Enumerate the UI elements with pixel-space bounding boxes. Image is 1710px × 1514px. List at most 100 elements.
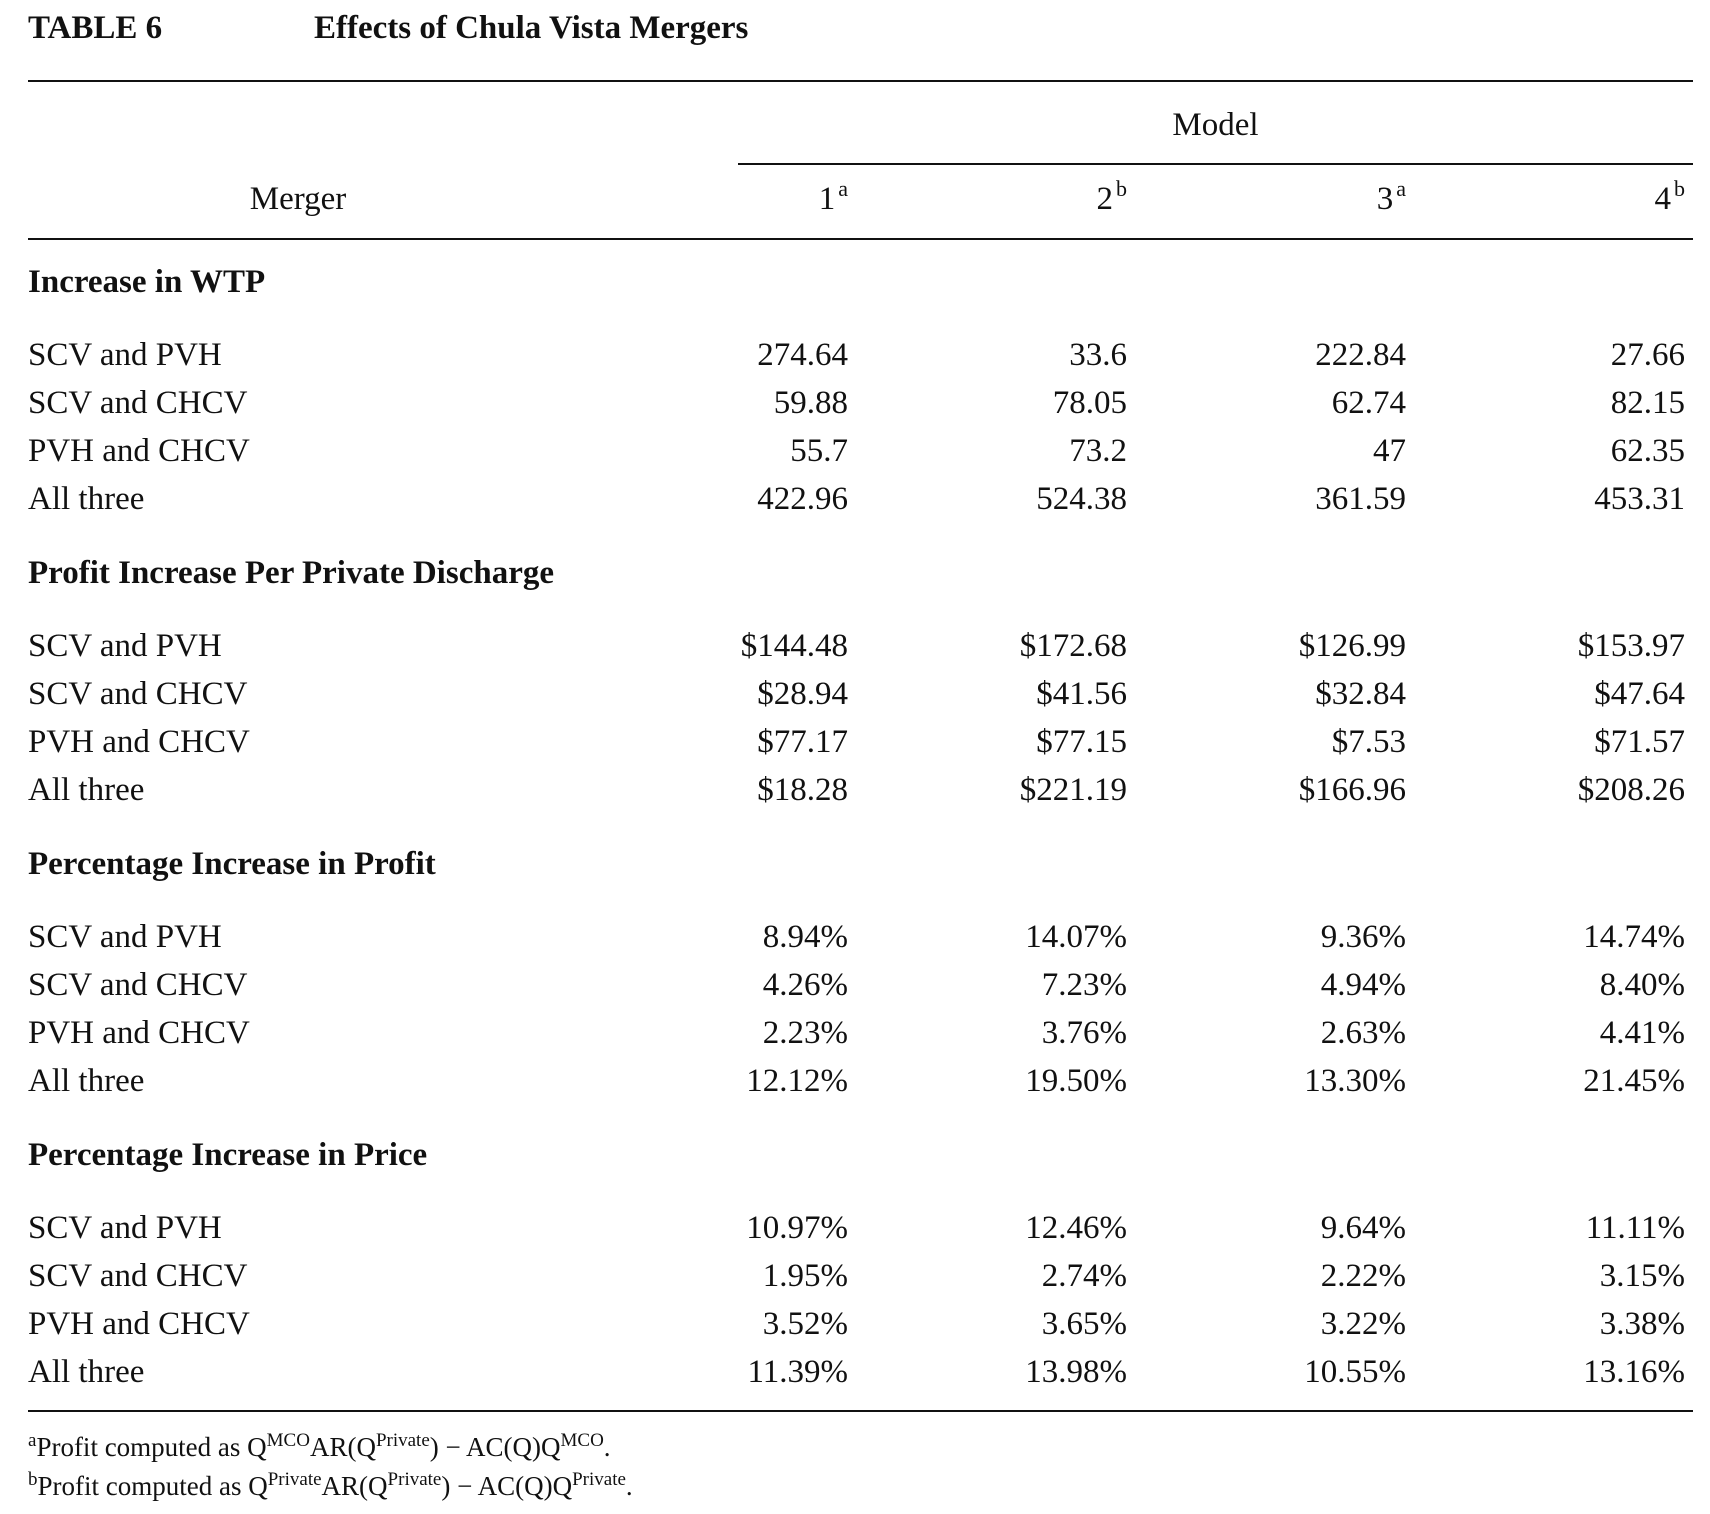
row-label: PVH and CHCV (28, 1306, 250, 1342)
table-cell: 222.84 (1315, 337, 1406, 373)
footnote-mark: b (1674, 176, 1685, 201)
table-label: TABLE 6 (28, 10, 163, 46)
row-label: PVH and CHCV (28, 724, 250, 760)
table-cell: 33.6 (1069, 337, 1127, 373)
footnote-mark: a (838, 176, 848, 201)
table-cell: 13.98% (1025, 1354, 1127, 1390)
table-cell: 14.74% (1583, 919, 1685, 955)
table-cell: 12.12% (746, 1063, 848, 1099)
table-caption: TABLE 6 Effects of Chula Vista Mergers (28, 10, 748, 47)
table-cell: $18.28 (757, 772, 848, 808)
table-footnote: aProfit computed as QMCOAR(QPrivate) − A… (28, 1430, 611, 1463)
footnote-superscript: MCO (266, 1430, 310, 1451)
table-cell: 62.74 (1331, 385, 1406, 421)
table-cell: 453.31 (1594, 481, 1685, 517)
table-cell: $126.99 (1298, 628, 1406, 664)
footnote-text: AR(Q (321, 1471, 388, 1501)
footnote-text: Profit computed as Q (36, 1432, 267, 1462)
table-cell: 2.63% (1320, 1015, 1406, 1051)
footnote-text: . (603, 1432, 611, 1462)
table-cell: 4.26% (762, 967, 848, 1003)
table-cell: 8.40% (1599, 967, 1685, 1003)
top-rule (28, 80, 1693, 82)
table-cell: $7.53 (1331, 724, 1406, 760)
table-cell: 27.66 (1610, 337, 1685, 373)
footnote-mark: b (28, 1469, 38, 1490)
footnote-text: . (625, 1471, 633, 1501)
row-label: SCV and PVH (28, 628, 222, 664)
table-cell: 2.74% (1041, 1258, 1127, 1294)
table-cell: 62.35 (1610, 433, 1685, 469)
table-cell: $144.48 (740, 628, 848, 664)
table-cell: 3.76% (1041, 1015, 1127, 1051)
table-cell: 11.11% (1585, 1210, 1685, 1246)
table-cell: 274.64 (757, 337, 848, 373)
table-cell: $153.97 (1577, 628, 1685, 664)
table-title: Effects of Chula Vista Mergers (314, 10, 749, 46)
model-rule (738, 163, 1693, 165)
table-cell: 10.55% (1304, 1354, 1406, 1390)
footnote-mark: b (1116, 176, 1127, 201)
table-cell: 3.38% (1599, 1306, 1685, 1342)
table-cell: 55.7 (790, 433, 848, 469)
table-cell: $172.68 (1019, 628, 1127, 664)
section-title: Increase in WTP (28, 264, 266, 300)
row-label: SCV and PVH (28, 337, 222, 373)
footnote-superscript: Private (375, 1430, 430, 1451)
table-cell: $77.17 (757, 724, 848, 760)
row-label: SCV and CHCV (28, 676, 248, 712)
row-label: All three (28, 481, 145, 517)
table-cell: 47 (1373, 433, 1406, 469)
footnote-text: ) − AC(Q)Q (429, 1432, 561, 1462)
table-cell: $166.96 (1298, 772, 1406, 808)
table-cell: 9.36% (1320, 919, 1406, 955)
table-cell: $77.15 (1036, 724, 1127, 760)
table-cell: 3.15% (1599, 1258, 1685, 1294)
column-label: 1 (818, 181, 836, 217)
table-cell: $221.19 (1019, 772, 1127, 808)
footnote-text: AR(Q (309, 1432, 376, 1462)
row-label: SCV and PVH (28, 919, 222, 955)
row-label: All three (28, 1063, 145, 1099)
table-cell: 8.94% (762, 919, 848, 955)
section-title: Percentage Increase in Price (28, 1137, 428, 1173)
table-cell: 4.94% (1320, 967, 1406, 1003)
column-label: 2 (1096, 181, 1114, 217)
table-cell: 19.50% (1025, 1063, 1127, 1099)
table-cell: 73.2 (1069, 433, 1127, 469)
table-cell: 59.88 (773, 385, 848, 421)
table-cell: $47.64 (1594, 676, 1685, 712)
table-cell: 422.96 (757, 481, 848, 517)
table-cell: $208.26 (1577, 772, 1685, 808)
table-cell: 13.16% (1583, 1354, 1685, 1390)
table-cell: 2.22% (1320, 1258, 1406, 1294)
table-cell: 361.59 (1315, 481, 1406, 517)
merger-column-header: Merger (249, 181, 347, 217)
table-cell: 12.46% (1025, 1210, 1127, 1246)
table-cell: 11.39% (747, 1354, 848, 1390)
bottom-rule (28, 1410, 1693, 1412)
table-cell: 524.38 (1036, 481, 1127, 517)
row-label: SCV and CHCV (28, 385, 248, 421)
footnote-superscript: Private (267, 1469, 322, 1490)
section-title: Percentage Increase in Profit (28, 846, 436, 882)
table-cell: 3.52% (762, 1306, 848, 1342)
header-rule (28, 238, 1693, 240)
row-label: PVH and CHCV (28, 1015, 250, 1051)
column-label: 3 (1376, 181, 1394, 217)
table-cell: 7.23% (1041, 967, 1127, 1003)
table-cell: 4.41% (1599, 1015, 1685, 1051)
table-footnote: bProfit computed as QPrivateAR(QPrivate)… (28, 1469, 633, 1502)
row-label: All three (28, 772, 145, 808)
section-title: Profit Increase Per Private Discharge (28, 555, 554, 591)
footnote-superscript: Private (387, 1469, 442, 1490)
model-group-header: Model (1172, 107, 1259, 143)
row-label: SCV and CHCV (28, 1258, 248, 1294)
table-cell: 13.30% (1304, 1063, 1406, 1099)
table-cell: $41.56 (1036, 676, 1127, 712)
footnote-superscript: Private (572, 1469, 626, 1490)
